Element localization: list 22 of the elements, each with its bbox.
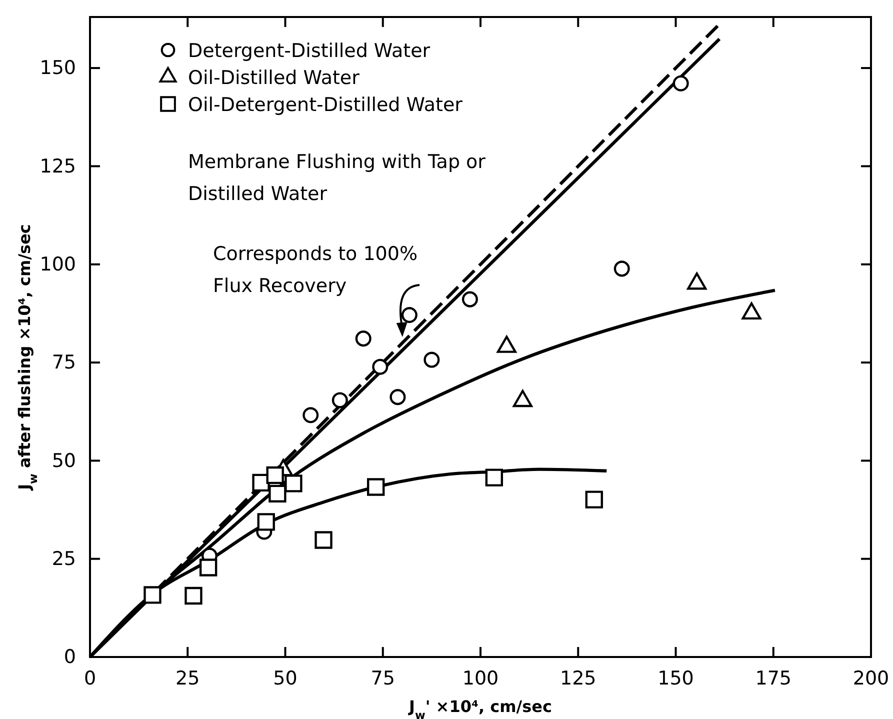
x-axis-title: J$_{w}$' ×10⁴, cm/sec [408, 697, 552, 719]
legend-label: Oil-Detergent-Distilled Water [188, 94, 463, 116]
y-tick-label: 150 [40, 57, 76, 80]
x-tick-label: 125 [560, 667, 596, 690]
annotation: Membrane Flushing with Tap or Distilled Water [188, 151, 486, 205]
x-tick-label: 100 [462, 667, 499, 690]
legend-label: Detergent-Distilled Water [188, 40, 430, 62]
y-tick-label: 125 [40, 155, 76, 178]
y-tick-label: 50 [52, 450, 76, 472]
x-tick-label: 150 [658, 667, 694, 690]
x-tick-label: 50 [273, 667, 298, 690]
annotation: Corresponds to 100% Flux Recovery [213, 243, 418, 297]
y-tick-label: 75 [52, 352, 76, 374]
x-tick-label: 200 [852, 667, 890, 690]
y-tick-label: 0 [64, 646, 76, 668]
x-tick-label: 175 [755, 667, 792, 690]
x-tick-label: 75 [370, 667, 395, 690]
x-tick-label: 0 [84, 667, 96, 690]
legend-label: Oil-Distilled Water [188, 67, 360, 89]
y-tick-label: 25 [52, 548, 76, 570]
y-tick-label: 100 [40, 253, 76, 276]
x-tick-label: 25 [176, 667, 200, 690]
